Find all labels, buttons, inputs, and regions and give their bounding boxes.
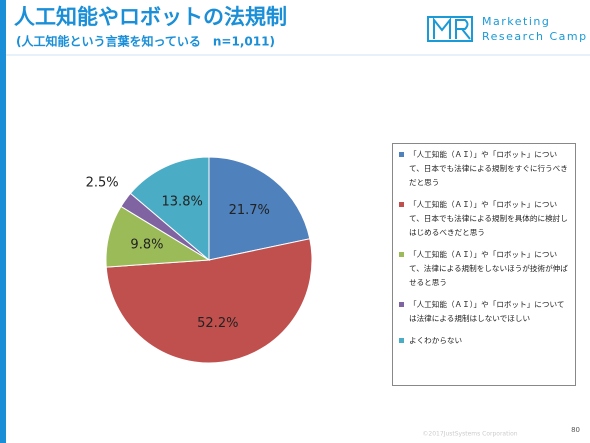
chart-title: 人工知能やロボットの法規制 bbox=[14, 5, 287, 29]
legend-item: 「人工知能（ＡＩ）」や「ロボット」について、法律による規制をしないほうが技術が伸… bbox=[399, 248, 569, 290]
left-bar bbox=[0, 0, 6, 443]
chart-subtitle: (人工知能という言葉を知っている n=1,011) bbox=[16, 34, 275, 49]
legend-item: よくわからない bbox=[399, 334, 569, 348]
legend-swatch bbox=[399, 338, 404, 343]
legend-item: 「人工知能（ＡＩ）」や「ロボット」については法律による規制はしないでほしい bbox=[399, 298, 569, 326]
pie-slice bbox=[105, 238, 313, 364]
page-number: 80 bbox=[571, 426, 580, 434]
legend-label: 「人工知能（ＡＩ）」や「ロボット」について、法律による規制をしないほうが技術が伸… bbox=[409, 250, 568, 287]
legend-item: 「人工知能（ＡＩ）」や「ロボット」について、日本でも法律による規制を具体的に検討… bbox=[399, 198, 569, 240]
logo-mark bbox=[427, 16, 473, 42]
legend-swatch bbox=[399, 302, 404, 307]
logo-text: Research Camp bbox=[482, 30, 588, 43]
data-label: 21.7% bbox=[229, 203, 270, 218]
legend-swatch bbox=[399, 202, 404, 207]
legend-swatch bbox=[399, 152, 404, 157]
data-label: 9.8% bbox=[130, 237, 163, 252]
pie-slice bbox=[129, 156, 210, 262]
legend-label: 「人工知能（ＡＩ）」や「ロボット」については法律による規制はしないでほしい bbox=[409, 300, 565, 323]
legend: 「人工知能（ＡＩ）」や「ロボット」について、日本でも法律による規制をすぐに行うべ… bbox=[392, 143, 576, 386]
data-label: 13.8% bbox=[162, 195, 203, 210]
legend-label: 「人工知能（ＡＩ）」や「ロボット」について、日本でも法律による規制を具体的に検討… bbox=[409, 200, 568, 237]
pie-slice bbox=[208, 156, 311, 261]
legend-label: 「人工知能（ＡＩ）」や「ロボット」について、日本でも法律による規制をすぐに行うべ… bbox=[409, 150, 568, 187]
legend-label: よくわからない bbox=[409, 336, 463, 345]
data-label: 2.5% bbox=[86, 175, 119, 190]
legend-swatch bbox=[399, 252, 404, 257]
legend-item: 「人工知能（ＡＩ）」や「ロボット」について、日本でも法律による規制をすぐに行うべ… bbox=[399, 148, 569, 190]
copyright: ©2017JustSystems Corporation bbox=[422, 431, 517, 438]
logo-text: Marketing bbox=[482, 15, 550, 28]
data-label: 52.2% bbox=[197, 316, 238, 331]
